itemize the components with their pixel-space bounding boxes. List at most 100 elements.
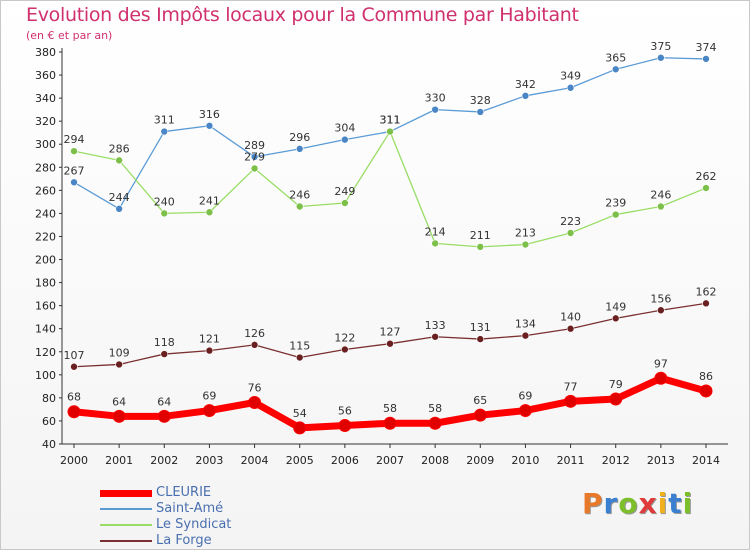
data-label: 262	[696, 170, 717, 183]
data-label: 244	[109, 191, 130, 204]
data-point	[115, 205, 123, 213]
data-point	[476, 243, 485, 251]
y-tick-label: 100	[35, 369, 56, 382]
x-tick-label: 2006	[331, 454, 359, 467]
data-point	[70, 178, 78, 187]
data-label: 109	[109, 346, 130, 359]
data-label: 267	[64, 164, 85, 177]
x-tick-label: 2005	[286, 454, 314, 467]
data-label: 131	[470, 321, 491, 334]
data-label: 374	[696, 41, 717, 54]
data-label: 127	[380, 326, 401, 339]
data-label: 86	[699, 370, 713, 383]
data-label: 54	[293, 407, 307, 420]
x-tick-label: 2014	[692, 454, 720, 467]
data-label: 311	[380, 114, 401, 127]
data-point	[205, 346, 214, 355]
legend-label: Saint-Amé	[156, 501, 224, 516]
data-label: 328	[470, 94, 491, 107]
logo-letter: r	[603, 487, 619, 520]
data-label: 134	[515, 318, 536, 331]
data-point	[112, 409, 126, 423]
data-point	[293, 421, 307, 435]
data-label: 349	[560, 70, 581, 83]
data-point	[611, 210, 620, 219]
data-point	[250, 153, 259, 161]
data-point	[160, 350, 169, 358]
data-point	[160, 127, 169, 136]
data-label: 311	[154, 114, 175, 127]
data-point	[115, 360, 123, 369]
data-label: 246	[650, 188, 671, 201]
data-label: 294	[64, 133, 85, 146]
data-point	[611, 314, 620, 323]
data-point	[699, 384, 713, 398]
y-tick-label: 180	[35, 277, 56, 290]
data-label: 68	[67, 391, 81, 404]
y-tick-label: 340	[35, 92, 56, 105]
y-tick-label: 140	[35, 323, 56, 336]
data-label: 115	[289, 340, 310, 353]
x-tick-label: 2003	[195, 454, 223, 467]
series-layer	[67, 53, 713, 435]
data-point	[566, 324, 575, 333]
data-point	[205, 208, 214, 217]
data-label: 223	[560, 215, 581, 228]
data-label: 214	[425, 225, 446, 238]
data-point	[295, 353, 304, 362]
data-point	[115, 156, 123, 165]
data-point	[566, 83, 575, 92]
legend-swatch	[100, 540, 152, 542]
data-point	[70, 147, 78, 155]
data-label: 69	[202, 390, 216, 403]
data-label: 149	[605, 300, 626, 313]
data-point	[295, 202, 304, 211]
data-label: 286	[109, 142, 130, 155]
data-label: 330	[425, 92, 446, 105]
data-point	[657, 202, 665, 211]
chart-title: Evolution des Impôts locaux pour la Comm…	[26, 4, 579, 26]
legend-swatch	[100, 508, 152, 510]
data-label: 342	[515, 78, 536, 91]
data-point	[202, 404, 216, 418]
y-tick-label: 300	[35, 138, 56, 151]
data-label: 311	[380, 114, 401, 127]
logo-letter: i	[657, 487, 669, 520]
x-tick-label: 2002	[150, 454, 178, 467]
data-label: 122	[334, 331, 355, 344]
data-label: 56	[338, 405, 352, 418]
data-label: 316	[199, 108, 220, 121]
data-point	[521, 331, 530, 340]
logo-letter: x	[638, 487, 658, 520]
data-point	[473, 408, 487, 422]
y-tick-label: 220	[35, 230, 56, 243]
data-label: 304	[334, 122, 355, 135]
legend-swatch	[100, 524, 152, 526]
x-tick-label: 2004	[241, 454, 269, 467]
y-tick-label: 280	[35, 161, 56, 174]
y-tick-label: 240	[35, 207, 56, 220]
data-point	[383, 416, 397, 430]
y-tick-label: 160	[35, 300, 56, 313]
data-point	[564, 394, 578, 408]
x-tick-label: 2013	[647, 454, 675, 467]
data-label: 296	[289, 131, 310, 144]
data-label: 241	[199, 194, 220, 207]
legend-label: Le Syndicat	[156, 517, 232, 532]
x-tick-label: 2000	[60, 454, 88, 467]
data-label: 213	[515, 227, 536, 240]
data-point	[248, 395, 262, 409]
data-label: 79	[609, 378, 623, 391]
data-label: 156	[650, 292, 671, 305]
data-point	[67, 405, 81, 419]
legend-label: CLEURIE	[156, 485, 212, 500]
data-label: 289	[244, 139, 265, 152]
data-point	[295, 145, 304, 153]
y-tick-label: 320	[35, 115, 56, 128]
data-labels-layer: 267 244 311 316 289 296 304 311 330 328 342 349 365 3…	[64, 40, 717, 420]
data-label: 211	[470, 229, 491, 242]
data-point	[386, 127, 394, 136]
data-point	[205, 121, 214, 130]
